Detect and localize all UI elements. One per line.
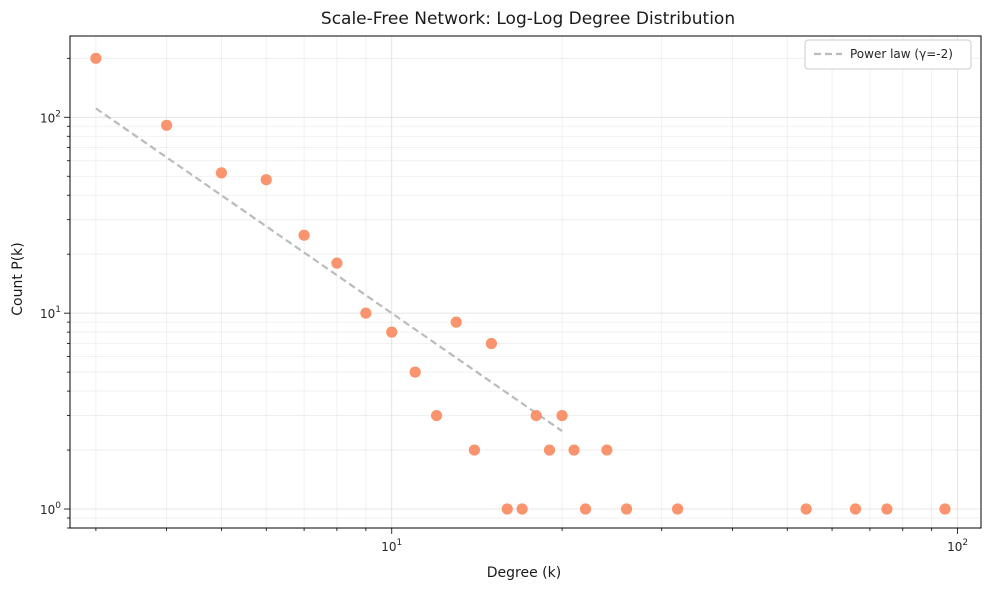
legend: Power law (γ=-2) [804,39,972,70]
data-point [516,503,528,515]
data-point [430,409,443,422]
data-point [260,174,272,186]
y-tick-label: 101 [40,305,61,321]
plot-frame [69,35,982,529]
data-point [568,444,580,456]
data-point [386,326,398,338]
data-point [450,316,462,328]
data-point [530,409,542,422]
data-point [800,503,812,515]
grid [70,36,981,529]
chart-title: Scale-Free Network: Log-Log Degree Distr… [321,9,735,29]
data-point [360,307,372,319]
y-tick-label: 100 [40,501,61,517]
power-law-line [95,107,563,432]
data-point [881,503,893,515]
y-axis-label: Count P(k) [10,242,26,316]
x-axis-label: Degree (k) [487,565,561,581]
data-point [90,52,102,64]
legend-box [804,39,972,70]
data-point [501,503,513,515]
data-point [601,444,613,456]
data-point [620,503,633,515]
data-point [331,257,343,269]
x-tick-label: 101 [381,538,402,554]
data-point [409,366,421,378]
data-point [939,503,951,515]
y-tick-label: 102 [40,109,61,125]
data-point [298,229,310,241]
data-point [468,444,481,456]
data-point [671,503,684,515]
data-point [579,503,592,515]
legend-label-power-law: Power law (γ=-2) [850,47,953,61]
axis-ticks: 101 102 100 101 102 [40,57,968,554]
data-point [485,337,497,350]
power-law-series [95,107,563,432]
data-point [849,503,862,515]
data-point [215,167,228,179]
x-tick-label: 102 [947,538,968,554]
data-point [556,409,568,422]
data-point [543,444,556,456]
degree-points-series [90,52,951,515]
data-point [160,119,173,131]
